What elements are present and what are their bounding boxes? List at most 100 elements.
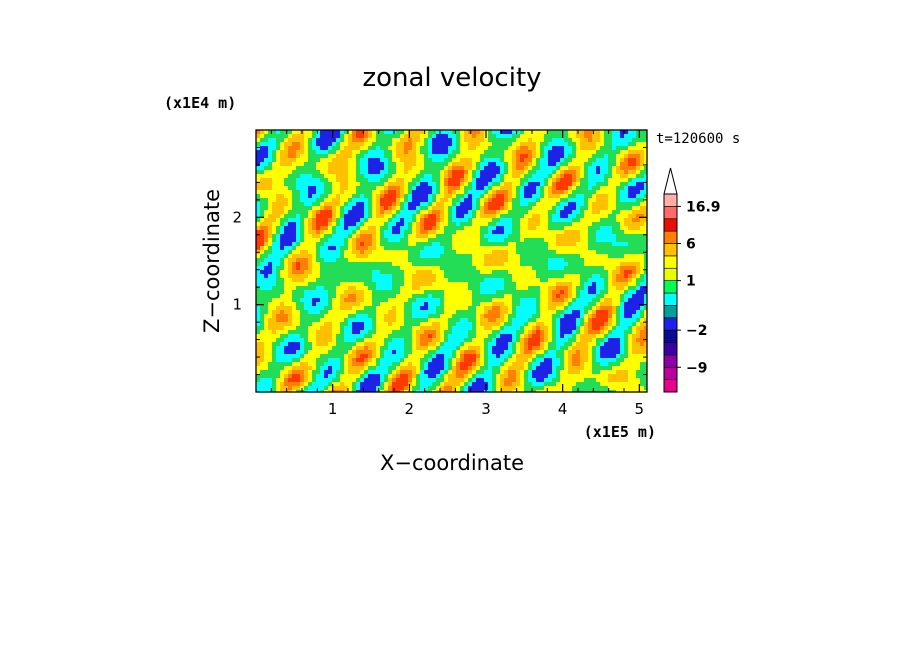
field-cell (620, 230, 625, 235)
field-cell (312, 150, 317, 155)
field-cell (548, 330, 553, 335)
field-cell (548, 262, 553, 267)
field-cell (588, 258, 593, 263)
field-cell (460, 278, 465, 283)
field-cell (284, 298, 289, 303)
field-cell (432, 138, 437, 143)
field-cell (508, 154, 513, 159)
field-cell (592, 222, 597, 227)
field-cell (312, 274, 317, 279)
field-cell (260, 186, 265, 191)
field-cell (592, 318, 597, 323)
field-cell (484, 194, 489, 199)
field-cell (260, 210, 265, 215)
field-cell (508, 130, 513, 135)
field-cell (356, 298, 361, 303)
field-cell (552, 278, 557, 283)
field-cell (448, 170, 453, 175)
field-cell (608, 242, 613, 247)
field-cell (404, 162, 409, 167)
field-cell (256, 206, 261, 211)
field-cell (556, 202, 561, 207)
field-cell (624, 158, 629, 163)
field-cell (396, 270, 401, 275)
field-cell (280, 274, 285, 279)
field-cell (576, 198, 581, 203)
field-cell (508, 158, 513, 163)
field-cell (536, 242, 541, 247)
field-cell (504, 138, 509, 143)
field-cell (608, 142, 613, 147)
field-cell (564, 214, 569, 219)
field-cell (508, 318, 513, 323)
field-cell (336, 242, 341, 247)
field-cell (460, 218, 465, 223)
field-cell (596, 290, 601, 295)
field-cell (296, 174, 301, 179)
field-cell (484, 322, 489, 327)
field-cell (448, 186, 453, 191)
field-cell (560, 158, 565, 163)
field-cell (480, 222, 485, 227)
field-cell (632, 278, 637, 283)
field-cell (292, 298, 297, 303)
field-cell (276, 202, 281, 207)
field-cell (528, 202, 533, 207)
field-cell (304, 150, 309, 155)
field-cell (388, 326, 393, 331)
field-cell (436, 282, 441, 287)
field-cell (356, 278, 361, 283)
field-cell (320, 230, 325, 235)
field-cell (324, 310, 329, 315)
field-cell (488, 138, 493, 143)
field-cell (280, 230, 285, 235)
field-cell (376, 190, 381, 195)
field-cell (492, 222, 497, 227)
field-cell (520, 166, 525, 171)
field-cell (368, 174, 373, 179)
field-cell (296, 282, 301, 287)
chart-title: zonal velocity (362, 63, 541, 93)
field-cell (448, 242, 453, 247)
field-cell (412, 158, 417, 163)
field-cell (528, 246, 533, 251)
field-cell (296, 138, 301, 143)
field-cell (356, 270, 361, 275)
field-cell (500, 326, 505, 331)
field-cell (580, 266, 585, 271)
field-cell (428, 254, 433, 259)
field-cell (452, 258, 457, 263)
field-cell (396, 178, 401, 183)
field-cell (316, 250, 321, 255)
field-cell (484, 170, 489, 175)
field-cell (584, 222, 589, 227)
field-cell (464, 290, 469, 295)
field-cell (576, 282, 581, 287)
field-cell (264, 182, 269, 187)
field-cell (472, 166, 477, 171)
field-cell (604, 226, 609, 231)
field-cell (324, 250, 329, 255)
field-cell (320, 234, 325, 239)
field-cell (556, 234, 561, 239)
field-cell (340, 226, 345, 231)
field-cell (632, 246, 637, 251)
field-cell (372, 330, 377, 335)
field-cell (320, 318, 325, 323)
field-cell (508, 218, 513, 223)
field-cell (620, 166, 625, 171)
field-cell (512, 190, 517, 195)
field-cell (300, 234, 305, 239)
field-cell (324, 206, 329, 211)
field-cell (376, 162, 381, 167)
field-cell (400, 266, 405, 271)
field-cell (548, 306, 553, 311)
field-cell (616, 322, 621, 327)
field-cell (316, 198, 321, 203)
field-cell (608, 294, 613, 299)
field-cell (576, 238, 581, 243)
field-cell (512, 314, 517, 319)
field-cell (384, 326, 389, 331)
field-cell (388, 298, 393, 303)
field-cell (300, 158, 305, 163)
